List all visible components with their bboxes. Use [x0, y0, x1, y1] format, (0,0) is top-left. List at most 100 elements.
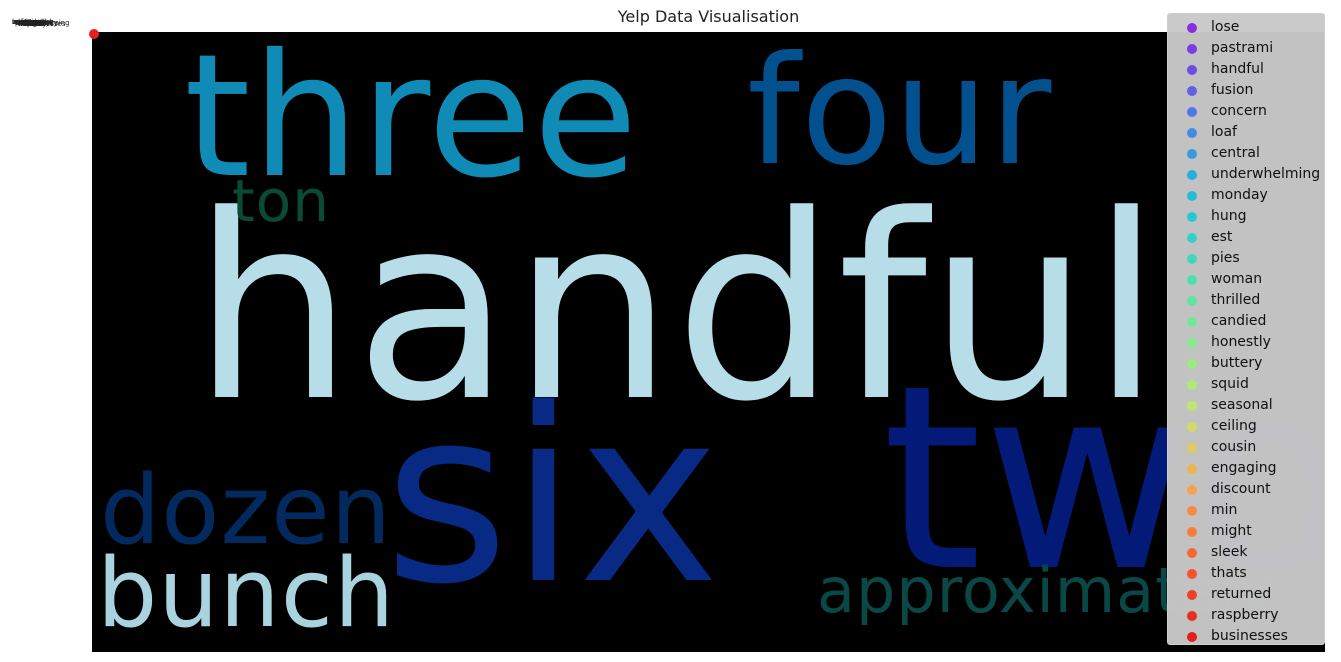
wordcloud-word-four: four: [747, 32, 1053, 199]
legend-item: cousin: [1168, 437, 1326, 458]
legend-item: central: [1168, 143, 1326, 164]
legend-item: sleek: [1168, 542, 1326, 563]
overlapping-point-labels: lose pastrami handful fusion concern loaf cent…: [10, 18, 102, 32]
chart-title: Yelp Data Visualisation: [617, 7, 800, 26]
legend-item: monday: [1168, 185, 1326, 206]
legend-item: returned: [1168, 584, 1326, 605]
legend-label: woman: [1211, 271, 1263, 287]
legend-label: hung: [1211, 208, 1247, 224]
point-label: thats: [18, 20, 36, 28]
point-label: returned: [21, 18, 52, 26]
legend-marker: [1187, 107, 1197, 117]
legend-label: raspberry: [1211, 607, 1279, 623]
legend-item: businesses: [1168, 626, 1326, 647]
legend-label: concern: [1211, 103, 1267, 119]
legend-marker: [1187, 569, 1197, 579]
legend-label: est: [1211, 229, 1233, 245]
point-label: might: [12, 18, 33, 26]
legend-item: raspberry: [1168, 605, 1326, 626]
legend-label: squid: [1211, 376, 1249, 392]
legend-label: honestly: [1211, 334, 1271, 350]
legend-label: cousin: [1211, 439, 1257, 455]
point-label: fusion: [21, 18, 43, 26]
point-label: lose: [12, 18, 27, 26]
point-label: raspberry: [24, 19, 58, 27]
scatter-point: [89, 29, 99, 39]
legend-label: pies: [1211, 250, 1240, 266]
point-label: pastrami: [15, 19, 47, 27]
legend-marker: [1187, 296, 1197, 306]
point-label: businesses: [27, 20, 66, 28]
legend-label: candied: [1211, 313, 1267, 329]
point-label: buttery: [24, 19, 50, 27]
point-label: handful: [18, 20, 45, 28]
point-label: honestly: [21, 18, 51, 26]
legend-marker: [1187, 23, 1197, 33]
point-label: discount: [24, 19, 54, 27]
legend-item: squid: [1168, 374, 1326, 395]
legend-item: buttery: [1168, 353, 1326, 374]
legend-label: thrilled: [1211, 292, 1261, 308]
point-label: ceiling: [15, 19, 38, 27]
legend-label: returned: [1211, 586, 1272, 602]
wordcloud-word-dozen: dozen: [100, 456, 392, 566]
point-label: cousin: [18, 20, 41, 28]
legend-item: honestly: [1168, 332, 1326, 353]
wordcloud-image: handful three four six two dozen bunch ton appro…: [92, 32, 1325, 652]
legend-item: pies: [1168, 248, 1326, 269]
legend-marker: [1187, 422, 1197, 432]
legend-marker: [1187, 275, 1197, 285]
point-label: monday: [18, 20, 47, 28]
legend: lose pastrami handful fusion concern loaf cent…: [1167, 13, 1325, 645]
legend-marker: [1187, 170, 1197, 180]
legend-item: engaging: [1168, 458, 1326, 479]
legend-marker: [1187, 254, 1197, 264]
wordcloud-word-three: three: [184, 32, 639, 216]
legend-item: underwhelming: [1168, 164, 1326, 185]
legend-marker: [1187, 380, 1197, 390]
wordcloud-word-bunch: bunch: [97, 539, 396, 649]
legend-label: ceiling: [1211, 418, 1257, 434]
legend-marker: [1187, 464, 1197, 474]
legend-label: lose: [1211, 19, 1240, 35]
point-label: pies: [27, 20, 42, 28]
legend-item: woman: [1168, 269, 1326, 290]
point-label: est: [24, 19, 35, 27]
legend-marker: [1187, 233, 1197, 243]
legend-marker: [1187, 506, 1197, 516]
legend-item: est: [1168, 227, 1326, 248]
legend-label: engaging: [1211, 460, 1277, 476]
legend-label: might: [1211, 523, 1252, 539]
point-label: min: [27, 20, 41, 28]
legend-item: pastrami: [1168, 38, 1326, 59]
legend-marker: [1187, 338, 1197, 348]
legend-item: concern: [1168, 101, 1326, 122]
point-label: central: [12, 18, 37, 26]
point-label: loaf: [27, 20, 40, 28]
legend-label: buttery: [1211, 355, 1263, 371]
legend-marker: [1187, 443, 1197, 453]
wordcloud-word-ton: ton: [232, 167, 330, 235]
legend-label: loaf: [1211, 124, 1237, 140]
wordcloud-word-handful: handful: [192, 161, 1163, 458]
legend-marker: [1187, 359, 1197, 369]
point-label: thrilled: [15, 19, 40, 27]
legend-item: lose: [1168, 17, 1326, 38]
point-label: squid: [27, 20, 46, 28]
legend-label: thats: [1211, 565, 1247, 581]
legend-item: handful: [1168, 59, 1326, 80]
legend-item: thats: [1168, 563, 1326, 584]
legend-item: seasonal: [1168, 395, 1326, 416]
legend-marker: [1187, 86, 1197, 96]
legend-marker: [1187, 128, 1197, 138]
point-label: candied: [18, 20, 46, 28]
legend-label: central: [1211, 145, 1260, 161]
point-label: engaging: [21, 18, 54, 26]
legend-label: min: [1211, 502, 1238, 518]
legend-item: discount: [1168, 479, 1326, 500]
legend-item: min: [1168, 500, 1326, 521]
legend-marker: [1187, 212, 1197, 222]
point-label: concern: [24, 19, 52, 27]
legend-item: ceiling: [1168, 416, 1326, 437]
